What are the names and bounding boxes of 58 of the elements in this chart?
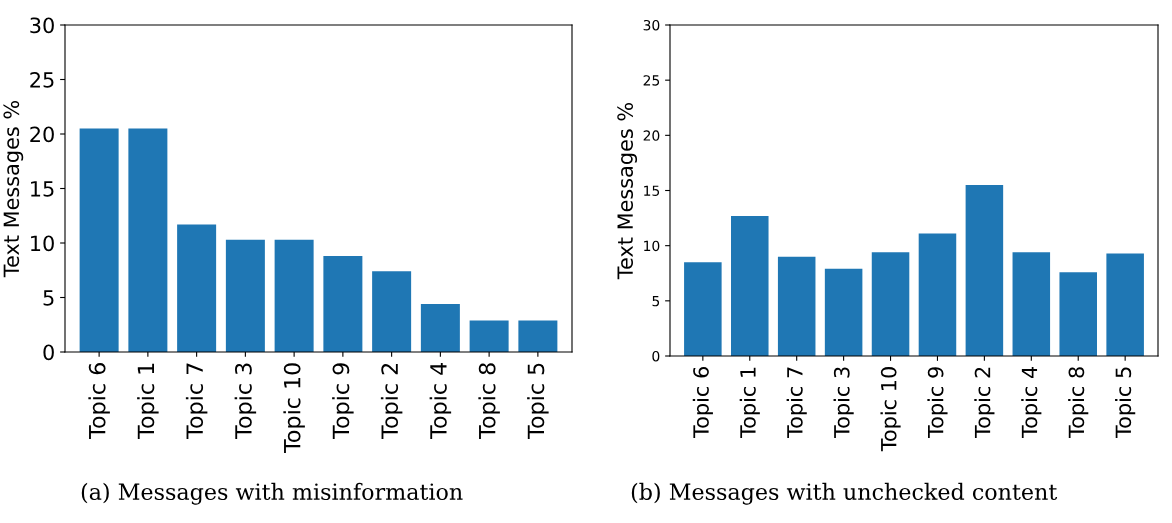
bar [1106,253,1144,356]
x-tick-label: Topic 1 [137,363,159,439]
x-tick-label: Topic 7 [185,363,208,439]
text: (a) Messages with misinformation [81,482,463,505]
bar [518,320,558,352]
x-tick-label: Topic 4 [429,362,452,439]
y-axis-title: Text Messages % [617,102,638,280]
y-tick-label: 30 [643,19,660,31]
x-tick-label: Topic 8 [478,363,500,439]
bar [918,233,957,356]
y-tick-label: 15 [31,181,54,197]
bar [469,320,509,352]
x-tick-label: Topic 10 [283,363,305,454]
bar [225,239,265,352]
y-tick-label: 20 [30,126,54,143]
y-tick-label: 20 [643,130,660,141]
y-tick-label: 5 [43,290,54,306]
x-tick-label: Topic 6 [88,363,110,439]
x-tick-label: Topic 2 [380,363,403,439]
x-tick-label: Topic 9 [927,367,948,439]
y-tick-label: 15 [644,185,660,196]
x-tick-label: Topic 2 [974,367,995,439]
y-axis-title: Text Messages % [3,100,24,278]
bar [323,256,363,352]
x-tick-label: Topic 9 [332,363,354,439]
bar [128,128,168,352]
bar [824,268,863,356]
y-tick-label: 5 [652,295,660,307]
y-tick-label: 30 [30,17,54,34]
bar [871,252,910,356]
x-tick-label: Topic 7 [786,367,807,439]
bar [274,239,314,352]
text: (b) Messages with unchecked content [631,482,1058,505]
bar [777,256,816,356]
y-tick-label: 25 [30,71,54,88]
bar [1059,272,1097,356]
x-tick-label: Topic 8 [1068,367,1089,439]
x-tick-label: Topic 5 [1115,367,1136,439]
x-tick-label: Topic 5 [527,363,549,439]
x-tick-label: Topic 10 [880,367,901,452]
bar [420,304,460,352]
y-tick-label: 0 [652,350,660,362]
bar [372,271,412,352]
bar [731,215,769,356]
y-tick-label: 10 [644,240,660,252]
bar [79,128,119,352]
bar [684,262,722,356]
y-tick-label: 25 [643,75,660,86]
x-tick-label: Topic 6 [692,367,713,439]
bar [965,184,1004,356]
bar [1012,252,1051,356]
x-tick-label: Topic 4 [1021,366,1042,439]
y-tick-label: 0 [43,344,54,361]
x-tick-label: Topic 3 [833,367,854,439]
x-tick-label: Topic 3 [234,363,257,439]
y-tick-label: 10 [31,235,54,252]
bar [177,224,217,352]
x-tick-label: Topic 1 [739,367,760,439]
